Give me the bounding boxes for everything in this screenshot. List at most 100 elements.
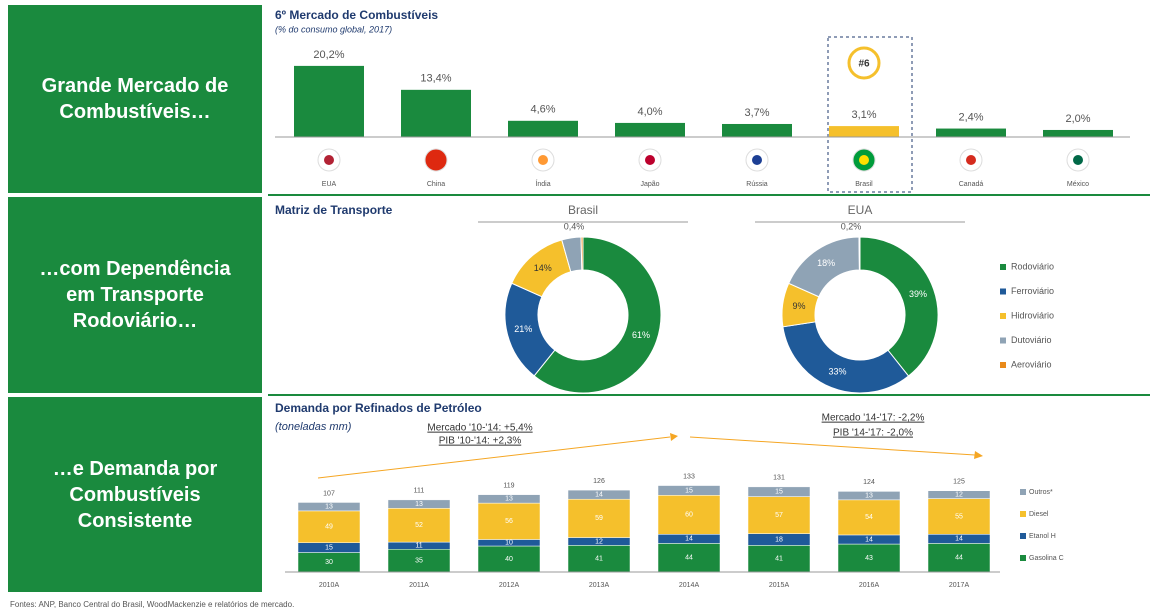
legend-label: Outros* [1029, 489, 1053, 496]
total-label: 125 [953, 479, 965, 486]
value-label: 0,4% [564, 221, 585, 231]
segment-label: 35 [415, 557, 423, 564]
segment-label: 10 [505, 540, 513, 547]
annotation: PIB '14-'17: -2,0% [833, 428, 913, 439]
value-label: 21% [514, 324, 532, 334]
total-label: 111 [414, 488, 425, 495]
panel: …e Demanda por Combustíveis Consistente [8, 397, 262, 592]
chart-title: Demanda por Refinados de Petróleo [275, 401, 482, 415]
value-label: 20,2% [313, 49, 344, 61]
value-label: 9% [793, 301, 806, 311]
category-label: Brasil [855, 181, 873, 188]
category-label: 2017A [949, 582, 970, 589]
total-label: 107 [323, 490, 335, 497]
category-label: 2013A [589, 582, 610, 589]
segment-label: 14 [595, 491, 603, 498]
segment-label: 15 [325, 544, 333, 551]
bar-segment [927, 498, 991, 535]
badge-label: #6 [858, 59, 870, 70]
legend-label: Aeroviário [1011, 359, 1052, 369]
segment-label: 12 [595, 538, 603, 545]
flag-emblem [645, 155, 655, 165]
legend-label: Diesel [1029, 511, 1049, 518]
bar-segment [747, 496, 811, 534]
segment-label: 14 [955, 536, 963, 543]
chart-subtitle: (toneladas mm) [275, 421, 352, 433]
segment-label: 54 [865, 514, 873, 521]
bar-segment [927, 543, 991, 573]
segment-label: 18 [775, 536, 783, 543]
donut-segment [858, 236, 861, 271]
category-label: 2014A [679, 582, 700, 589]
total-label: 119 [503, 482, 514, 489]
bar [722, 123, 792, 137]
annotation: Mercado '14-'17: -2,2% [822, 413, 925, 424]
legend-swatch [1000, 313, 1006, 319]
legend-swatch [1020, 511, 1026, 517]
value-label: 13,4% [420, 73, 451, 85]
value-label: 0,2% [841, 221, 862, 231]
bar-segment [747, 545, 811, 573]
flag-emblem [752, 155, 762, 165]
category-label: Rússia [746, 181, 768, 188]
legend-swatch [1020, 533, 1026, 539]
legend-swatch [1000, 264, 1006, 270]
category-label: Índia [535, 179, 550, 188]
category-label: China [427, 181, 445, 188]
legend-label: Ferroviário [1011, 286, 1054, 296]
segment-label: 44 [955, 555, 963, 562]
flag-emblem [1073, 155, 1083, 165]
segment-label: 40 [505, 556, 513, 563]
chart-subtitle: (% do consumo global, 2017) [275, 24, 392, 34]
bar [615, 122, 685, 137]
donut-title: EUA [848, 203, 873, 217]
segment-label: 15 [685, 487, 693, 494]
segment-label: 57 [775, 512, 783, 519]
segment-label: 52 [415, 522, 423, 529]
bar-segment [657, 485, 721, 496]
segment-label: 14 [865, 536, 873, 543]
donut-segment [782, 321, 910, 394]
category-label: 2011A [409, 582, 429, 589]
segment-label: 49 [325, 524, 333, 531]
legend-label: Dutoviário [1011, 335, 1052, 345]
value-label: 18% [817, 258, 835, 268]
segment-label: 60 [685, 512, 693, 519]
category-label: Japão [640, 181, 659, 188]
value-label: 2,4% [958, 111, 983, 123]
value-label: 61% [632, 330, 650, 340]
value-label: 33% [829, 367, 847, 377]
category-label: EUA [322, 181, 337, 188]
value-label: 4,0% [637, 106, 662, 118]
flag-emblem [538, 155, 548, 165]
legend-label: Hidroviário [1011, 310, 1054, 320]
bar-segment [927, 490, 991, 499]
flag-emblem [324, 155, 334, 165]
bar-segment [297, 510, 361, 543]
legend-label: Gasolina C [1029, 555, 1064, 562]
value-label: 2,0% [1065, 113, 1090, 125]
donut-segment [533, 236, 662, 394]
bar-segment [297, 502, 361, 512]
legend-label: Etanol H [1029, 533, 1056, 540]
bar-segment [657, 543, 721, 573]
segment-label: 30 [325, 559, 333, 566]
value-label: 3,1% [851, 109, 876, 121]
annotation: PIB '10-'14: +2,3% [439, 436, 522, 447]
chart-title: 6º Mercado de Combustíveis [275, 8, 438, 22]
donut-segment [580, 236, 584, 271]
segment-label: 14 [685, 536, 693, 543]
bar-segment [477, 545, 541, 573]
segment-label: 13 [505, 496, 513, 503]
annotation: Mercado '10-'14: +5,4% [427, 423, 532, 434]
total-label: 126 [593, 478, 605, 485]
bar [401, 89, 471, 137]
segment-label: 43 [865, 555, 873, 562]
bar [936, 128, 1006, 137]
segment-label: 59 [595, 515, 603, 522]
segment-label: 15 [775, 489, 783, 496]
value-label: 3,7% [744, 107, 769, 119]
highlight-box [827, 36, 913, 193]
panel: …com Dependência em Transporte Rodoviári… [8, 197, 262, 393]
